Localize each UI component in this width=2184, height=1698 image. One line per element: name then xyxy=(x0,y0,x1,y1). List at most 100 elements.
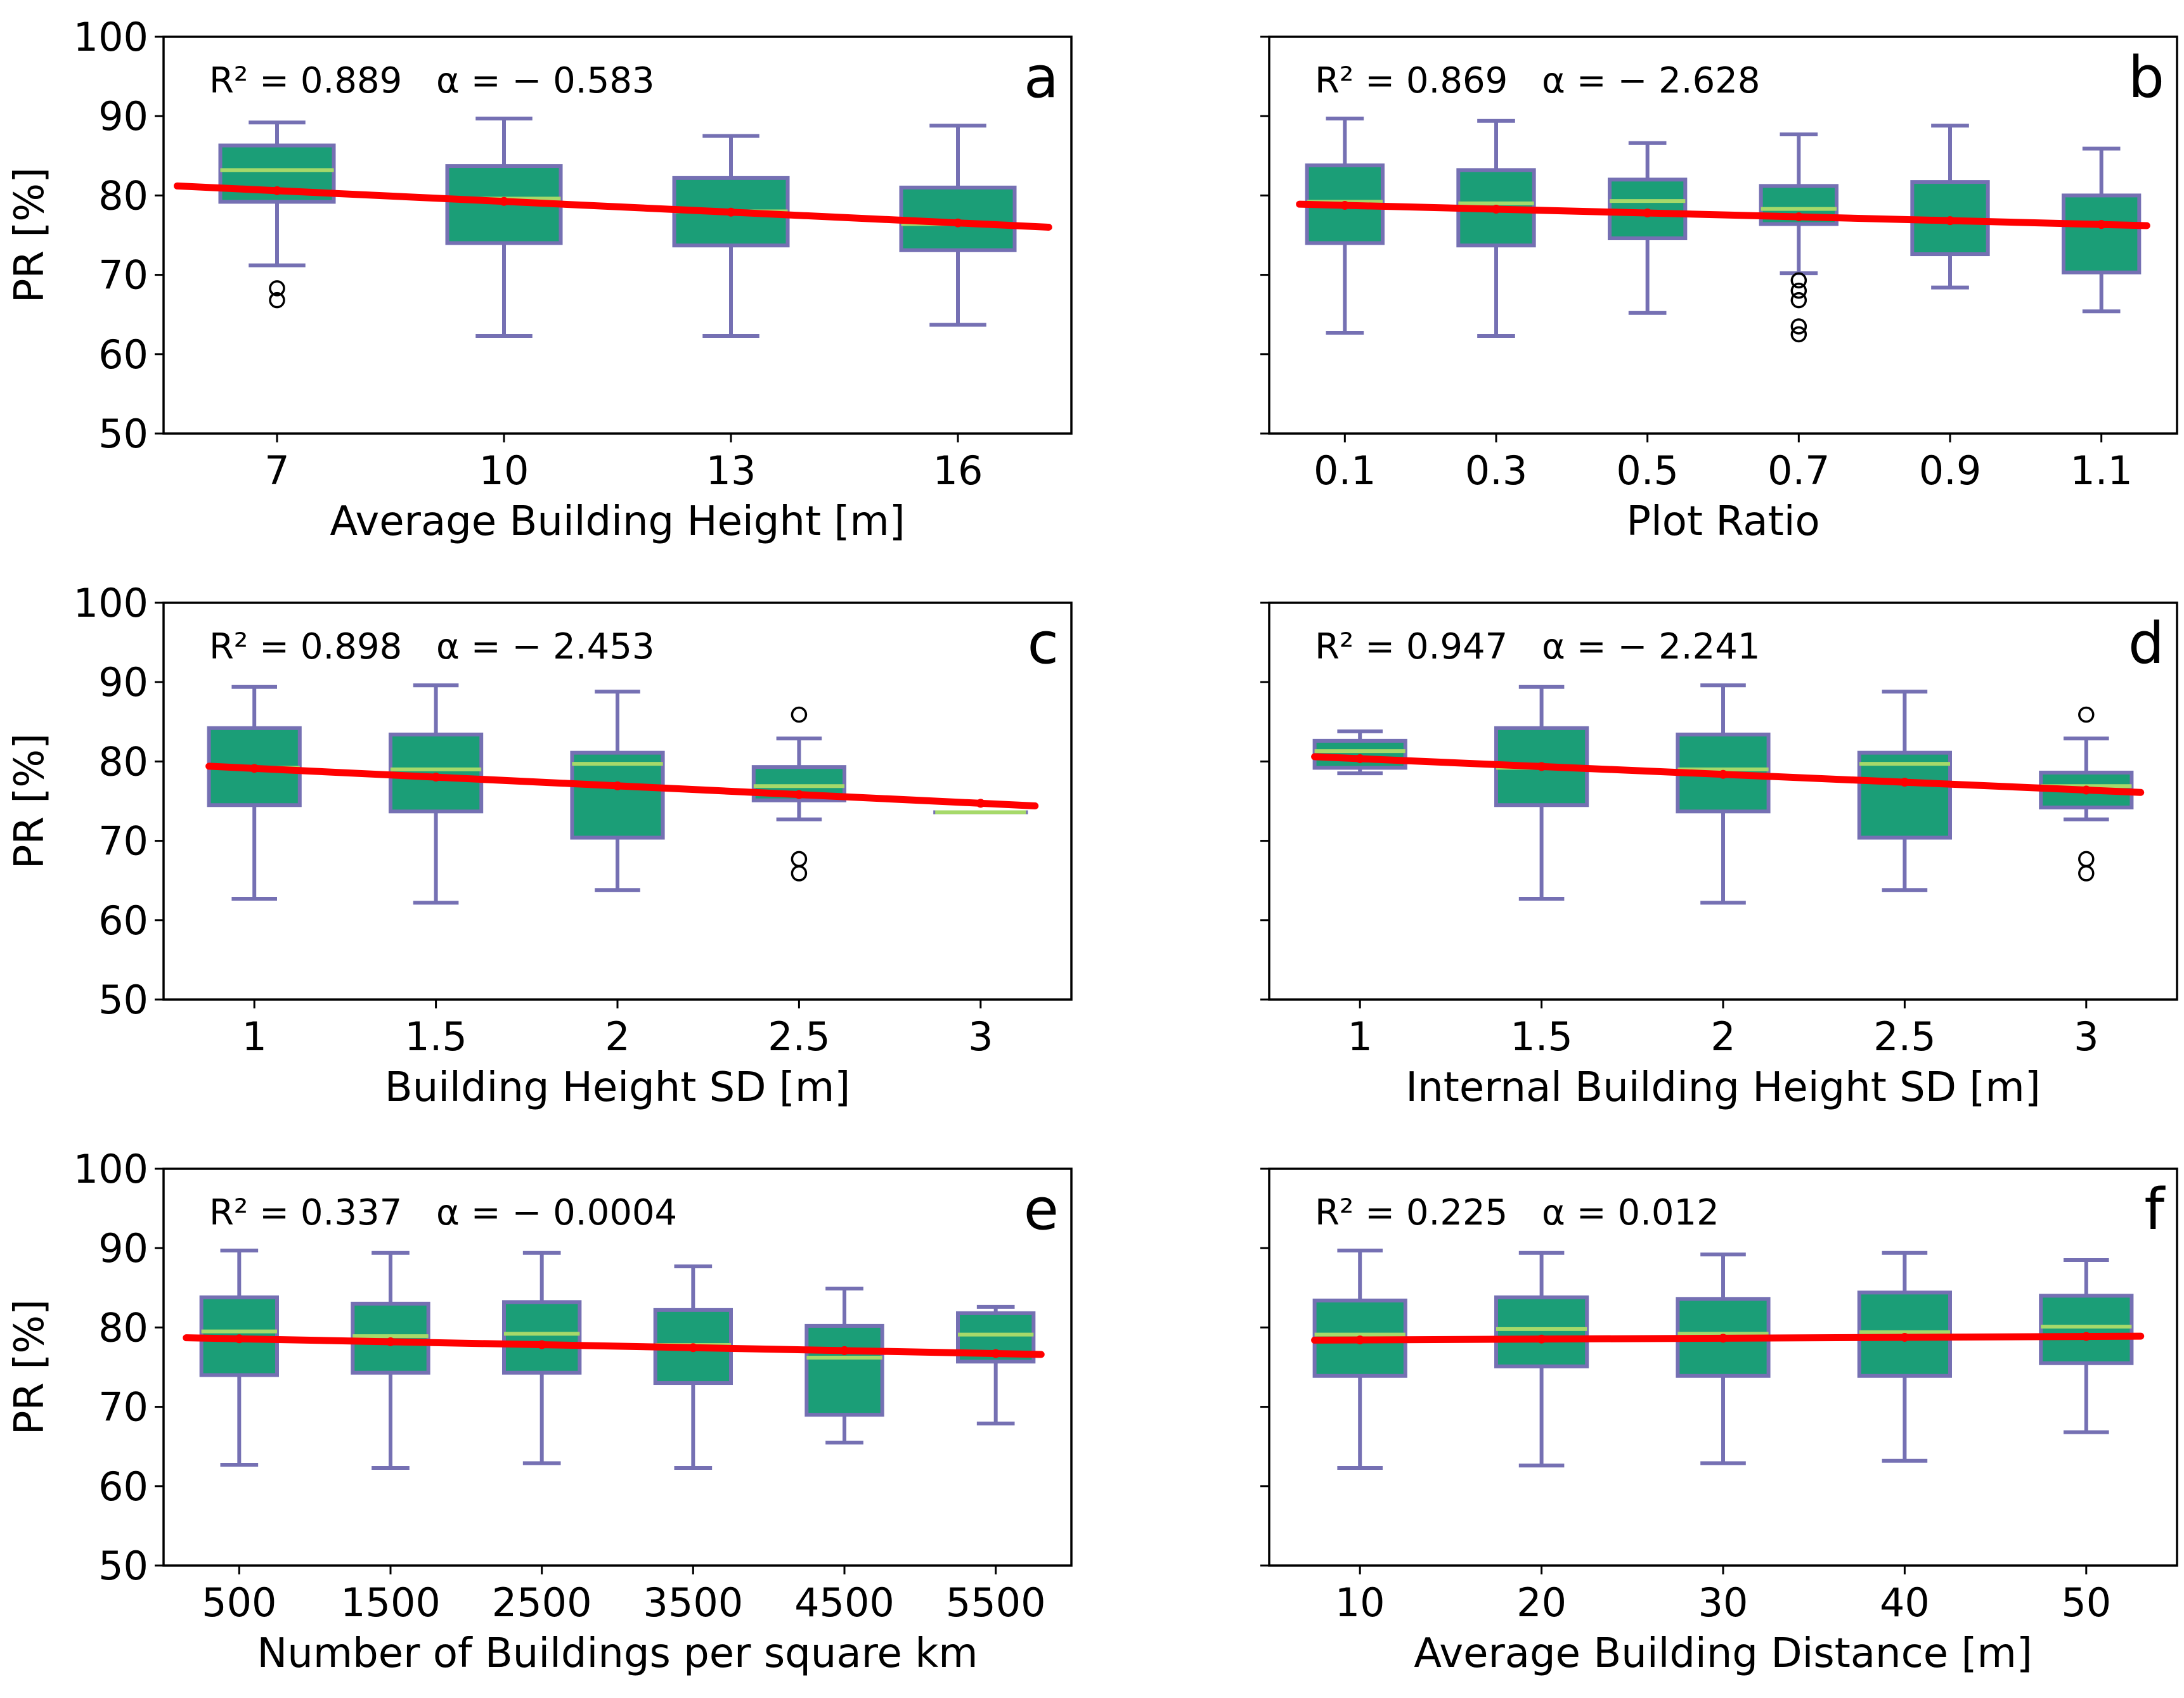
regression-point xyxy=(250,764,259,773)
box-4 xyxy=(656,1266,731,1468)
x-tick-label: 500 xyxy=(202,1579,276,1626)
y-tick-label: 90 xyxy=(98,93,148,139)
r-squared-annotation: R² = 0.869 xyxy=(1315,60,1508,101)
x-tick-label: 0.1 xyxy=(1314,447,1376,494)
regression-point xyxy=(1643,209,1652,217)
y-tick-label: 100 xyxy=(74,580,148,626)
x-tick-label: 2500 xyxy=(492,1579,592,1626)
box-3 xyxy=(1677,685,1768,903)
alpha-annotation: α = − 2.453 xyxy=(436,626,654,667)
y-tick-label: 100 xyxy=(74,1146,148,1192)
outlier-point xyxy=(792,852,806,866)
box-body xyxy=(1496,1297,1587,1367)
x-tick-label: 16 xyxy=(933,447,983,494)
x-axis-label: Number of Buildings per square km xyxy=(257,1630,978,1677)
x-tick-label: 2.5 xyxy=(1873,1013,1936,1060)
panel-letter: f xyxy=(2144,1176,2166,1243)
x-tick-label: 13 xyxy=(706,447,756,494)
alpha-annotation: α = − 2.628 xyxy=(1542,60,1760,101)
x-tick-label: 1.1 xyxy=(2070,447,2133,494)
x-axis-label: Average Building Height [m] xyxy=(330,498,905,545)
box-3 xyxy=(1610,143,1685,313)
box-2 xyxy=(1496,1253,1587,1466)
regression-point xyxy=(1355,754,1364,763)
regression-point xyxy=(1946,216,1955,225)
x-axis-label: Average Building Distance [m] xyxy=(1414,1630,2032,1677)
y-tick-label: 90 xyxy=(98,1225,148,1271)
outlier-point xyxy=(2079,852,2093,866)
box-3 xyxy=(504,1253,579,1463)
y-tick-label: 50 xyxy=(98,411,148,457)
box-3 xyxy=(1677,1254,1768,1463)
panel-letter: d xyxy=(2128,610,2164,677)
box-6 xyxy=(958,1307,1033,1424)
y-axis-label: PR [%] xyxy=(6,167,53,303)
y-tick-label: 70 xyxy=(98,818,148,865)
regression-point xyxy=(1794,212,1803,221)
outlier-point xyxy=(792,866,806,880)
panel-letter: c xyxy=(1028,610,1059,677)
box-1 xyxy=(202,1251,277,1465)
x-tick-label: 3 xyxy=(2074,1013,2098,1060)
regression-point xyxy=(1537,1335,1546,1344)
x-tick-label: 1.5 xyxy=(404,1013,467,1060)
box-body xyxy=(806,1326,882,1415)
box-body xyxy=(2064,195,2139,272)
regression-point xyxy=(500,197,508,206)
r-squared-annotation: R² = 0.898 xyxy=(209,626,402,667)
outlier-point xyxy=(792,708,806,722)
x-tick-label: 10 xyxy=(1335,1579,1385,1626)
alpha-annotation: α = − 0.583 xyxy=(436,60,654,101)
x-tick-label: 1.5 xyxy=(1510,1013,1573,1060)
regression-point xyxy=(840,1346,849,1355)
x-tick-label: 0.7 xyxy=(1767,447,1830,494)
x-axis-label: Plot Ratio xyxy=(1626,498,1819,545)
x-tick-label: 50 xyxy=(2061,1579,2111,1626)
x-tick-label: 2 xyxy=(605,1013,630,1060)
y-axis-label: PR [%] xyxy=(6,1299,53,1435)
panel-letter: e xyxy=(1024,1176,1059,1243)
regression-point xyxy=(1900,1333,1909,1342)
box-2 xyxy=(391,685,481,903)
y-tick-label: 50 xyxy=(98,1543,148,1589)
box-1 xyxy=(1307,119,1383,333)
box-2 xyxy=(1458,121,1534,336)
x-tick-label: 7 xyxy=(264,447,289,494)
regression-point xyxy=(1537,762,1546,771)
x-tick-label: 0.5 xyxy=(1616,447,1679,494)
box-5 xyxy=(2041,1260,2131,1432)
r-squared-annotation: R² = 0.337 xyxy=(209,1192,402,1233)
regression-point xyxy=(613,781,622,790)
y-tick-label: 60 xyxy=(98,331,148,378)
outlier-point xyxy=(2079,866,2093,880)
x-tick-label: 5500 xyxy=(946,1579,1046,1626)
box-2 xyxy=(448,119,561,336)
box-4 xyxy=(1761,134,1837,342)
regression-point xyxy=(1355,1335,1364,1344)
r-squared-annotation: R² = 0.225 xyxy=(1315,1192,1508,1233)
alpha-annotation: α = 0.012 xyxy=(1542,1192,1719,1233)
regression-point xyxy=(2082,786,2091,795)
outlier-point xyxy=(1792,293,1806,307)
x-tick-label: 10 xyxy=(479,447,529,494)
x-tick-label: 2 xyxy=(1710,1013,1735,1060)
alpha-annotation: α = − 2.241 xyxy=(1542,626,1760,667)
r-squared-annotation: R² = 0.947 xyxy=(1315,626,1508,667)
y-tick-label: 80 xyxy=(98,172,148,219)
regression-point xyxy=(727,208,735,217)
panel-letter: a xyxy=(1024,44,1059,111)
outlier-point xyxy=(2079,708,2093,722)
panel-letter: b xyxy=(2128,44,2164,111)
box-2 xyxy=(352,1253,428,1468)
box-2 xyxy=(1496,687,1587,899)
box-body xyxy=(504,1302,579,1372)
regression-point xyxy=(432,773,441,781)
x-tick-label: 4500 xyxy=(794,1579,895,1626)
